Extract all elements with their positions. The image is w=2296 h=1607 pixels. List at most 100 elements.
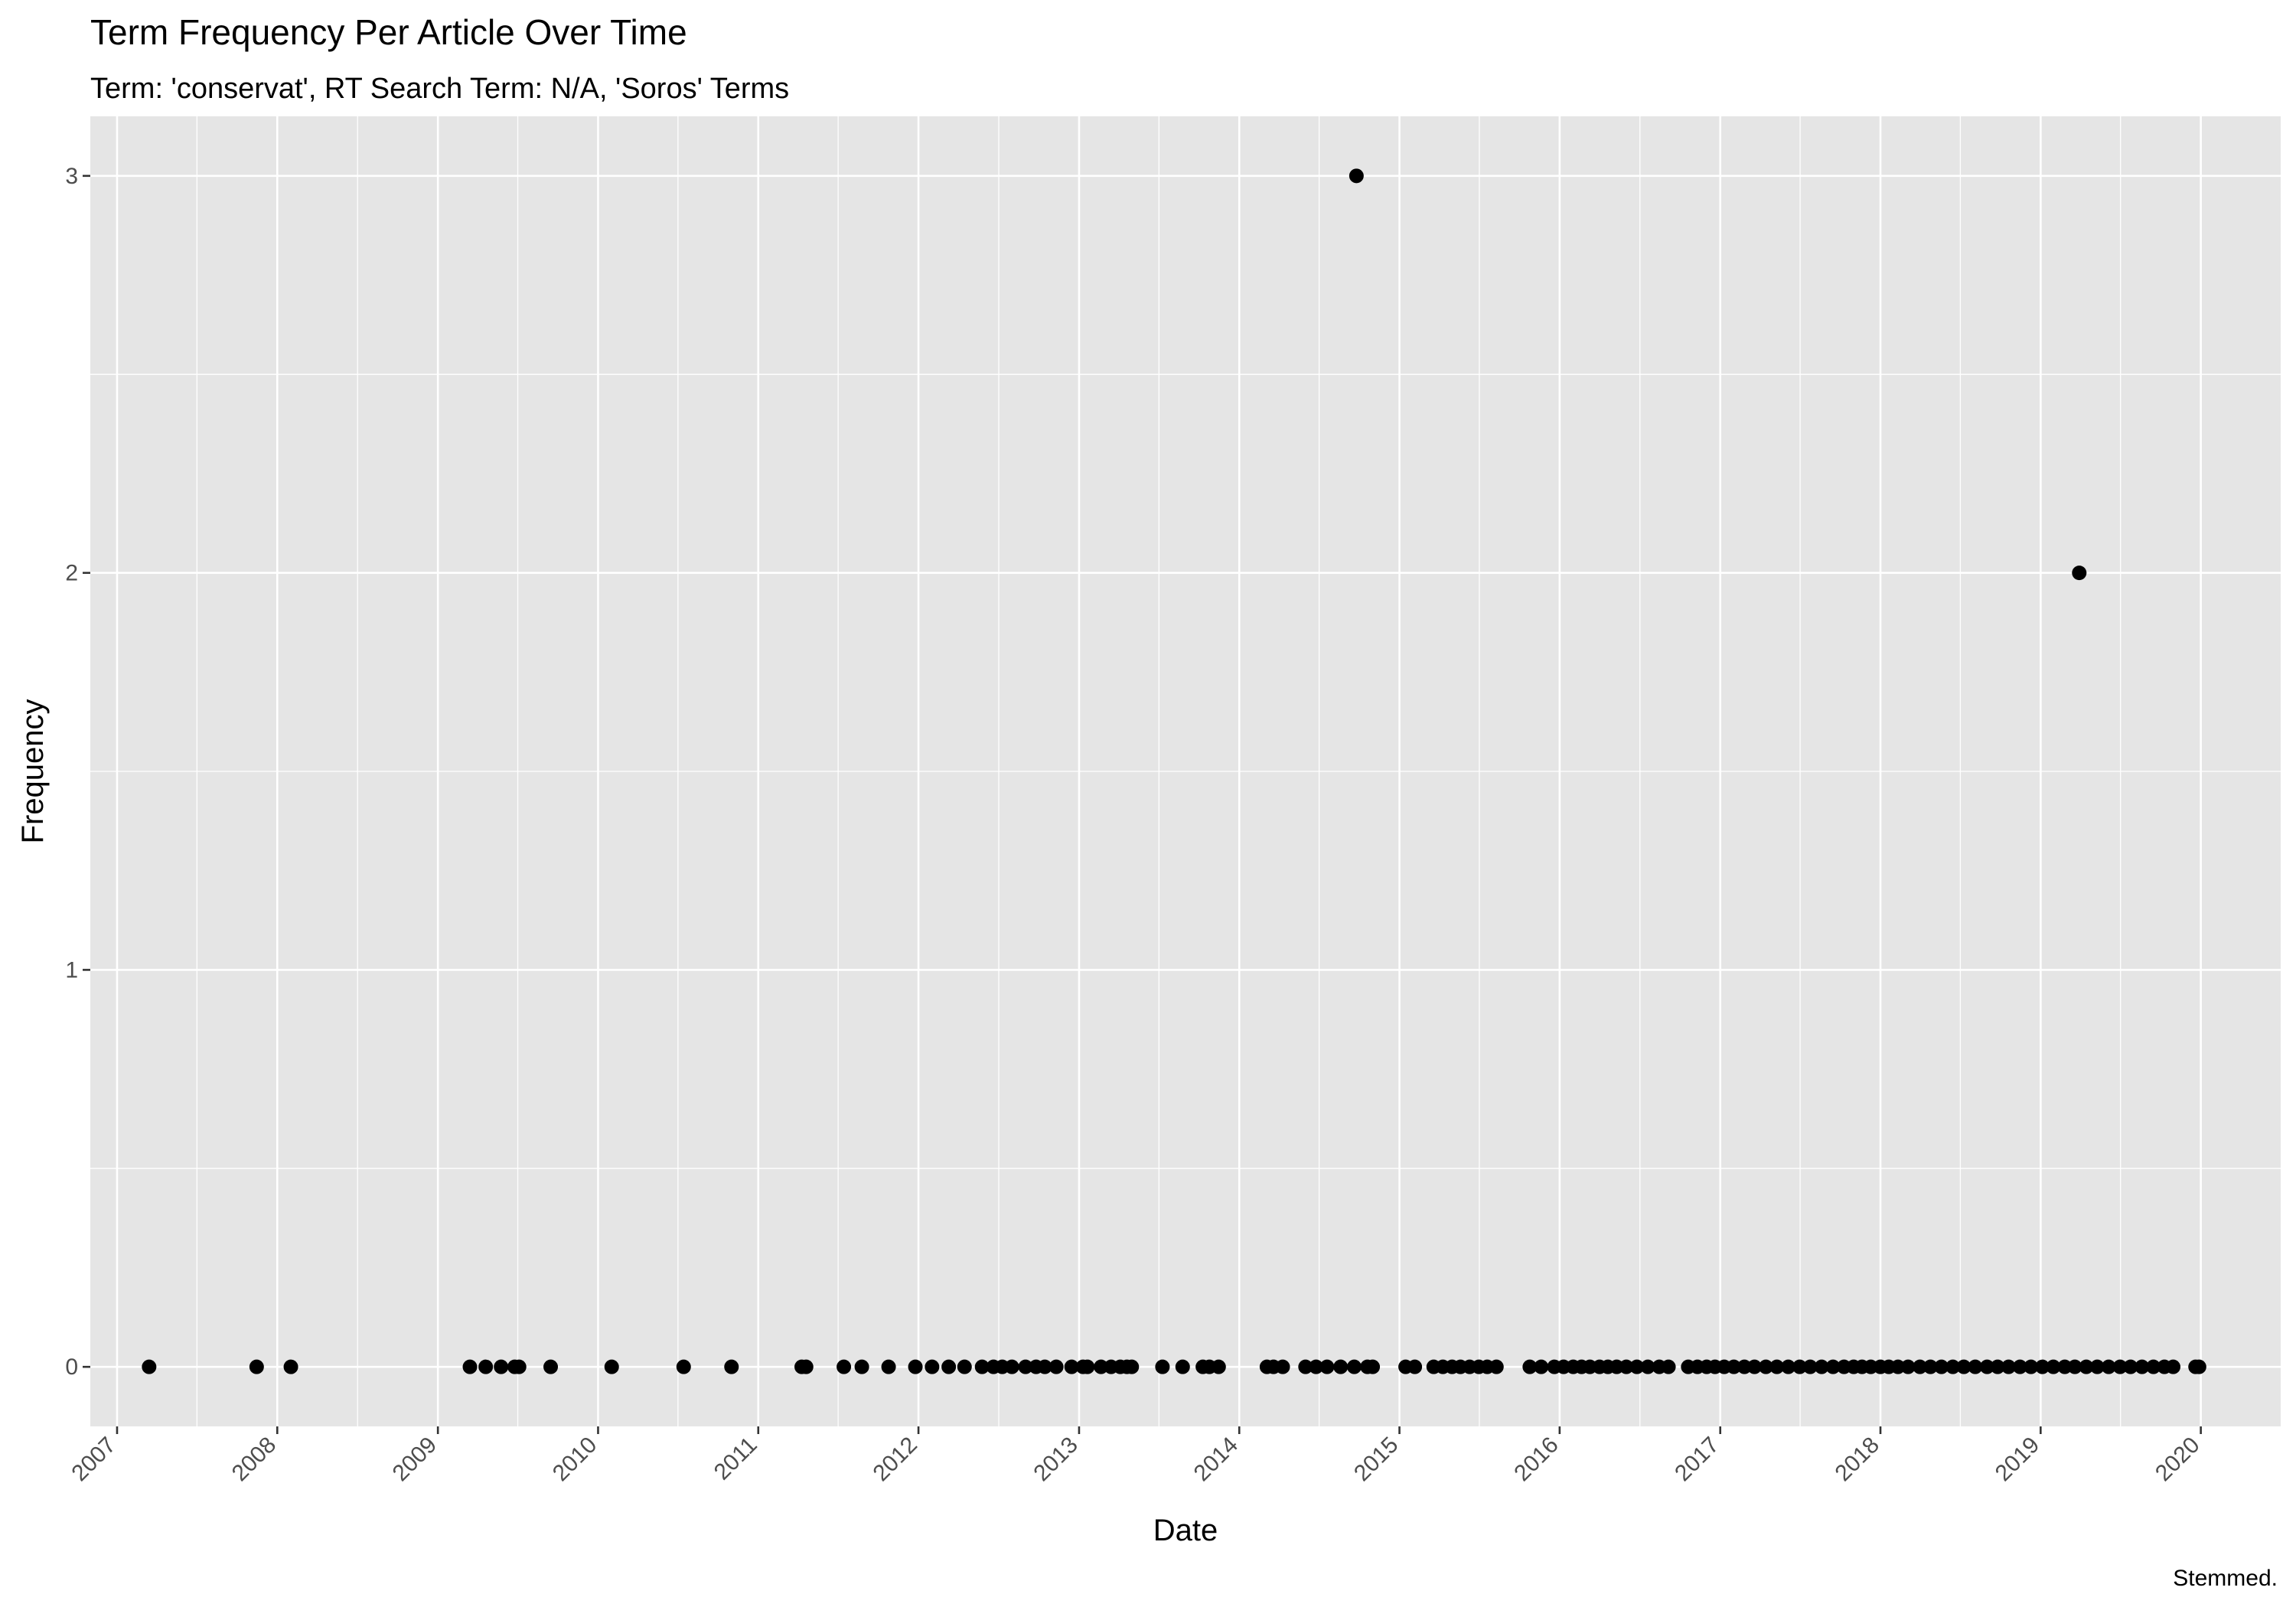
x-tick-label: 2009 [388,1433,442,1487]
data-point [1758,1359,1773,1374]
data-point [604,1359,619,1374]
data-point [2067,1359,2082,1374]
data-point [2089,1359,2105,1374]
data-point [854,1359,869,1374]
x-tick-label: 2012 [868,1433,922,1487]
data-point [1619,1359,1634,1374]
data-point [881,1359,896,1374]
data-point [1298,1359,1313,1374]
data-point [1004,1359,1019,1374]
data-point [1489,1359,1504,1374]
data-point [1155,1359,1170,1374]
data-point [1792,1359,1808,1374]
data-point [1175,1359,1190,1374]
data-point [543,1359,559,1374]
data-point [1049,1359,1064,1374]
data-point [925,1359,940,1374]
data-point [1522,1359,1538,1374]
x-tick-label: 2016 [1509,1433,1564,1487]
data-point [2101,1359,2116,1374]
data-point [1814,1359,1829,1374]
x-tick-label: 2019 [1991,1433,2045,1487]
data-point [494,1359,509,1374]
x-tick-label: 2015 [1349,1433,1404,1487]
y-tick-label: 0 [65,1354,78,1380]
x-tick-label: 2008 [227,1433,282,1487]
data-point [837,1359,852,1374]
data-point [1746,1359,1762,1374]
data-point [724,1359,739,1374]
data-point [2112,1359,2128,1374]
data-point [1534,1359,1549,1374]
data-point [2001,1359,2016,1374]
x-tick-label: 2013 [1029,1433,1083,1487]
data-point [1913,1359,1928,1374]
x-tick-label: 2011 [709,1433,762,1485]
data-point [142,1359,157,1374]
data-point [1781,1359,1796,1374]
data-point [1923,1359,1938,1374]
x-tick-label: 2018 [1830,1433,1884,1487]
data-point [462,1359,478,1374]
x-tick-label: 2017 [1670,1433,1724,1487]
y-tick-label: 3 [65,164,78,189]
x-tick-label: 2010 [548,1433,602,1487]
data-point [1769,1359,1785,1374]
data-point [1956,1359,1971,1374]
data-point [1309,1359,1324,1374]
data-point [2046,1359,2061,1374]
data-point [1640,1359,1655,1374]
data-point [1094,1359,1109,1374]
data-point [1945,1359,1961,1374]
chart-title: Term Frequency Per Article Over Time [90,12,687,52]
data-point [1968,1359,1983,1374]
data-point [1934,1359,1949,1374]
y-tick-label: 1 [65,957,78,983]
data-point [676,1359,691,1374]
data-point [1275,1359,1290,1374]
data-point [2012,1359,2027,1374]
data-point [2072,566,2087,581]
data-point [1979,1359,1994,1374]
data-point [1064,1359,1079,1374]
major-gridlines [90,116,2281,1426]
x-tick-label: 2014 [1189,1433,1244,1487]
data-point [1825,1359,1841,1374]
y-tick-label: 2 [65,561,78,586]
data-point [1124,1359,1140,1374]
data-point [1333,1359,1349,1374]
data-point [957,1359,972,1374]
x-axis-title: Date [1153,1514,1218,1547]
data-point [1890,1359,1906,1374]
data-point [1349,168,1364,184]
data-point [1727,1359,1742,1374]
data-point [2079,1359,2094,1374]
data-point [1365,1359,1381,1374]
x-tick-label: 2007 [67,1433,121,1487]
data-point [974,1359,990,1374]
data-point [2146,1359,2161,1374]
data-point [511,1359,527,1374]
data-point [1080,1359,1095,1374]
data-point [2166,1359,2181,1374]
data-point [478,1359,494,1374]
data-point [1629,1359,1645,1374]
data-point [908,1359,923,1374]
chart-caption: Stemmed. [2173,1566,2278,1591]
data-point [1737,1359,1752,1374]
y-axis-tick-labels: 0 1 2 3 [65,164,78,1380]
data-point [2057,1359,2073,1374]
data-point [941,1359,957,1374]
data-point [1211,1359,1226,1374]
y-axis-title: Frequency [16,699,50,844]
chart-subtitle: Term: 'conservat', RT Search Term: N/A, … [90,73,789,105]
data-point [1319,1359,1335,1374]
data-point [2035,1359,2050,1374]
x-axis-tick-labels: 2007 2008 2009 2010 2011 2012 2013 2014 2015 2016… [67,1433,2204,1487]
data-point [283,1359,298,1374]
data-point [798,1359,814,1374]
data-points [142,168,2206,1374]
data-point [1037,1359,1052,1374]
data-point [1661,1359,1676,1374]
